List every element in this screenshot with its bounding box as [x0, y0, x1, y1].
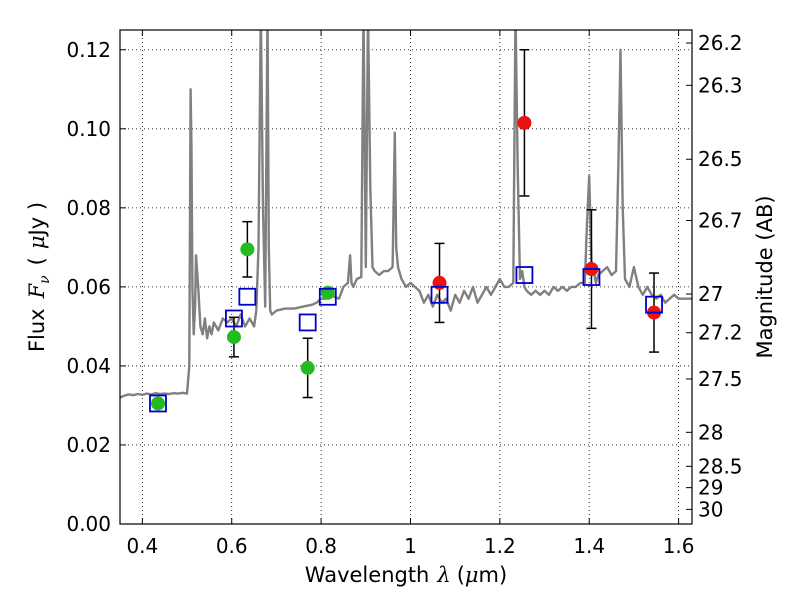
y2-tick-label: 26.7 [698, 208, 743, 232]
x-tick-label: 0.6 [216, 534, 248, 558]
red-data-point [517, 115, 532, 130]
green-data-point [240, 242, 255, 257]
x-tick-label: 0.4 [126, 534, 158, 558]
x-tick-label: 1.4 [573, 534, 605, 558]
x-tick-label: 1 [404, 534, 417, 558]
model-photometry-square [430, 285, 449, 304]
model-photometry-square [298, 313, 317, 332]
y-tick-label: 0.02 [66, 433, 111, 457]
y2-tick-label: 27 [698, 282, 723, 306]
y2-tick-label: 30 [698, 497, 723, 521]
model-photometry-square [238, 287, 257, 306]
y-tick-label: 0.12 [66, 38, 111, 62]
y2-axis-label: Magnitude (AB) [753, 195, 777, 358]
plot-area [120, 30, 692, 524]
y2-tick-label: 26.3 [698, 73, 743, 97]
plot-frame [119, 29, 693, 525]
x-tick-label: 0.8 [305, 534, 337, 558]
y-tick-labels: 0.00 0.02 0.04 0.06 0.08 0.10 0.12 [66, 38, 111, 536]
y2-tick-label: 29 [698, 476, 723, 500]
model-photometry-square [582, 268, 601, 286]
model-photometry-square [225, 309, 243, 328]
x-tick-label: 1.6 [663, 534, 695, 558]
y2-tick-label: 28.5 [698, 454, 743, 478]
x-tick-labels: 0.4 0.6 0.8 1 1.2 1.4 1.6 [126, 534, 694, 558]
red-data-point [432, 275, 447, 290]
y2-tick-label: 27.5 [698, 367, 743, 391]
y-axis-label: FluxFν(μJy ) [25, 202, 53, 352]
y2-tick-label: 27.2 [698, 321, 743, 345]
y2-tick-label: 28 [698, 420, 723, 444]
y-tick-label: 0.06 [66, 275, 111, 299]
ticks [120, 30, 692, 525]
model-photometry-square [515, 266, 534, 284]
x-tick-label: 1.2 [484, 534, 516, 558]
model-photometry-square [645, 295, 663, 314]
y2-tick-label: 26.5 [698, 147, 743, 171]
y-tick-label: 0.10 [66, 117, 111, 141]
data-points-layer [149, 49, 663, 413]
model-photometry-square [149, 394, 167, 413]
y-tick-label: 0.08 [66, 196, 111, 220]
green-data-point [300, 360, 315, 375]
green-data-point [226, 330, 241, 345]
y2-tick-label: 26.2 [698, 31, 743, 55]
green-data-point [150, 396, 165, 411]
x-axis-label: Wavelength λ (μm) [305, 563, 507, 587]
y-tick-label: 0.00 [66, 512, 111, 536]
y-tick-label: 0.04 [66, 354, 111, 378]
model-photometry-square [318, 287, 337, 306]
